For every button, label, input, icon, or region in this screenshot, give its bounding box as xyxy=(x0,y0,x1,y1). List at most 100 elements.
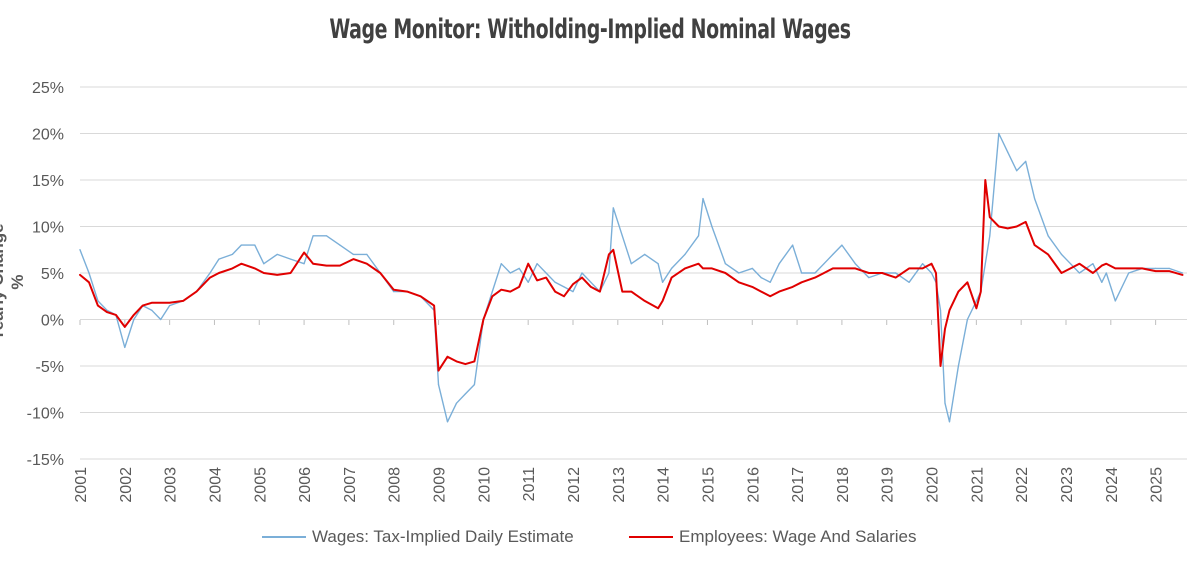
data-point xyxy=(151,309,153,311)
data-point xyxy=(437,384,440,386)
data-point xyxy=(446,421,449,423)
data-point xyxy=(868,277,870,279)
data-point xyxy=(88,272,90,274)
data-point xyxy=(671,267,673,269)
data-point xyxy=(97,305,99,307)
data-point xyxy=(984,179,986,181)
data-point xyxy=(612,207,614,209)
y-tick-label: -10% xyxy=(27,406,64,423)
y-tick-label: 0% xyxy=(41,313,64,330)
data-point xyxy=(630,263,632,265)
data-point xyxy=(841,267,843,269)
data-point xyxy=(957,291,960,293)
data-point xyxy=(518,286,520,288)
y-tick-label: 10% xyxy=(32,220,64,237)
data-point xyxy=(290,258,292,260)
data-point xyxy=(254,244,256,246)
data-point xyxy=(545,277,547,279)
data-point xyxy=(581,277,583,279)
y-tick-label: 15% xyxy=(32,173,64,190)
data-point xyxy=(823,272,825,274)
data-point xyxy=(263,263,265,265)
data-point xyxy=(980,291,982,293)
data-point xyxy=(231,267,233,269)
data-point xyxy=(881,272,883,274)
data-point xyxy=(254,267,256,269)
data-point xyxy=(1078,263,1080,265)
data-point xyxy=(998,132,1000,135)
data-point xyxy=(312,263,314,265)
data-point xyxy=(124,326,126,328)
data-point xyxy=(473,384,475,386)
legend-swatch-daily-estimate xyxy=(262,536,306,538)
data-point xyxy=(854,267,856,269)
legend-label-wages-salaries: Employees: Wage And Salaries xyxy=(679,527,917,546)
data-point xyxy=(984,263,986,265)
data-point xyxy=(1101,265,1103,267)
data-point xyxy=(303,263,305,265)
data-point xyxy=(792,286,794,288)
data-point xyxy=(218,272,220,274)
data-point xyxy=(1007,151,1009,153)
x-tick-label: 2012 xyxy=(566,467,583,503)
x-tick-label: 2025 xyxy=(1149,467,1166,503)
data-point xyxy=(218,258,220,260)
legend-label-daily-estimate: Wages: Tax-Implied Daily Estimate xyxy=(312,527,574,546)
data-point xyxy=(1168,270,1170,272)
data-point xyxy=(711,225,713,228)
data-point xyxy=(151,302,153,304)
data-point xyxy=(1016,225,1018,228)
data-point xyxy=(554,281,556,283)
data-point xyxy=(1016,170,1018,172)
data-point xyxy=(1155,267,1157,269)
x-tick-label: 2015 xyxy=(700,467,717,503)
data-point xyxy=(1025,160,1027,162)
y-tick-label: 25% xyxy=(32,80,64,97)
data-point xyxy=(263,272,265,274)
data-point xyxy=(79,274,81,276)
data-point xyxy=(1101,281,1103,283)
data-point xyxy=(697,235,700,237)
data-point xyxy=(527,281,529,283)
x-tick-label: 2010 xyxy=(476,467,493,503)
data-point xyxy=(169,305,171,307)
data-point xyxy=(455,402,458,404)
gridlines xyxy=(80,86,1187,460)
x-tick-label: 2019 xyxy=(880,467,897,503)
data-point xyxy=(482,318,484,321)
data-point xyxy=(957,365,960,367)
data-point xyxy=(133,318,135,321)
data-point xyxy=(769,281,771,283)
data-point xyxy=(801,272,803,274)
data-point xyxy=(895,277,897,279)
data-point xyxy=(209,277,211,279)
data-point xyxy=(599,291,601,293)
data-point xyxy=(276,274,278,276)
data-point xyxy=(621,291,623,293)
data-point xyxy=(751,267,753,269)
data-point xyxy=(1060,272,1063,274)
data-point xyxy=(160,302,162,304)
data-point xyxy=(115,314,117,316)
legend-swatch-wages-salaries xyxy=(629,536,673,538)
x-tick-label: 2003 xyxy=(163,467,180,503)
x-tick-label: 2006 xyxy=(297,467,314,503)
data-point xyxy=(801,281,803,283)
data-point xyxy=(527,263,529,265)
data-point xyxy=(998,225,1000,228)
x-tick-label: 2007 xyxy=(342,467,359,503)
data-point xyxy=(975,300,978,302)
data-point xyxy=(1007,227,1009,229)
data-point xyxy=(724,272,727,274)
data-point xyxy=(823,263,825,265)
data-point xyxy=(760,291,762,293)
data-point xyxy=(657,263,659,265)
data-point xyxy=(662,300,664,302)
x-tick-label: 2011 xyxy=(521,467,538,502)
data-point xyxy=(1141,267,1143,269)
data-point xyxy=(563,295,565,297)
data-point xyxy=(989,235,991,237)
data-point xyxy=(1047,235,1049,237)
data-point xyxy=(142,305,144,307)
data-point xyxy=(563,286,565,288)
